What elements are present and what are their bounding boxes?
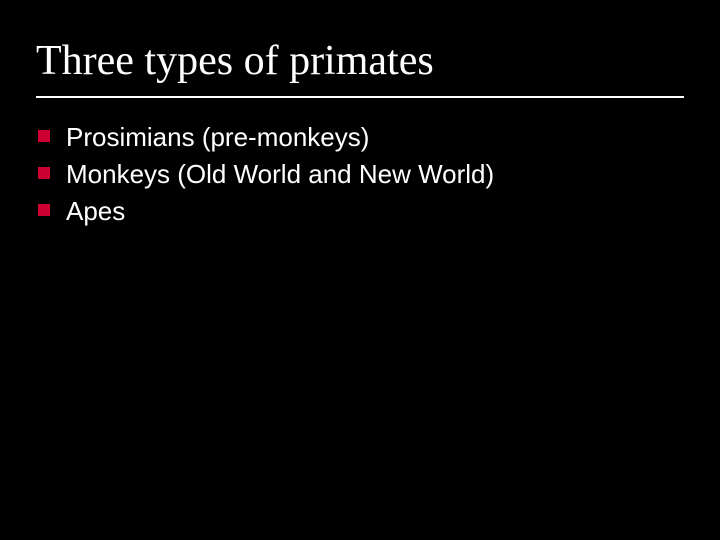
slide-title: Three types of primates bbox=[36, 38, 684, 96]
square-bullet-icon bbox=[38, 130, 50, 142]
list-item: Prosimians (pre-monkeys) bbox=[38, 120, 684, 155]
bullet-list: Prosimians (pre-monkeys) Monkeys (Old Wo… bbox=[36, 120, 684, 229]
list-item-text: Monkeys (Old World and New World) bbox=[66, 157, 684, 192]
title-underline bbox=[36, 96, 684, 98]
square-bullet-icon bbox=[38, 167, 50, 179]
list-item: Apes bbox=[38, 194, 684, 229]
square-bullet-icon bbox=[38, 204, 50, 216]
list-item-text: Prosimians (pre-monkeys) bbox=[66, 120, 684, 155]
list-item-text: Apes bbox=[66, 194, 684, 229]
list-item: Monkeys (Old World and New World) bbox=[38, 157, 684, 192]
slide: Three types of primates Prosimians (pre-… bbox=[0, 0, 720, 540]
